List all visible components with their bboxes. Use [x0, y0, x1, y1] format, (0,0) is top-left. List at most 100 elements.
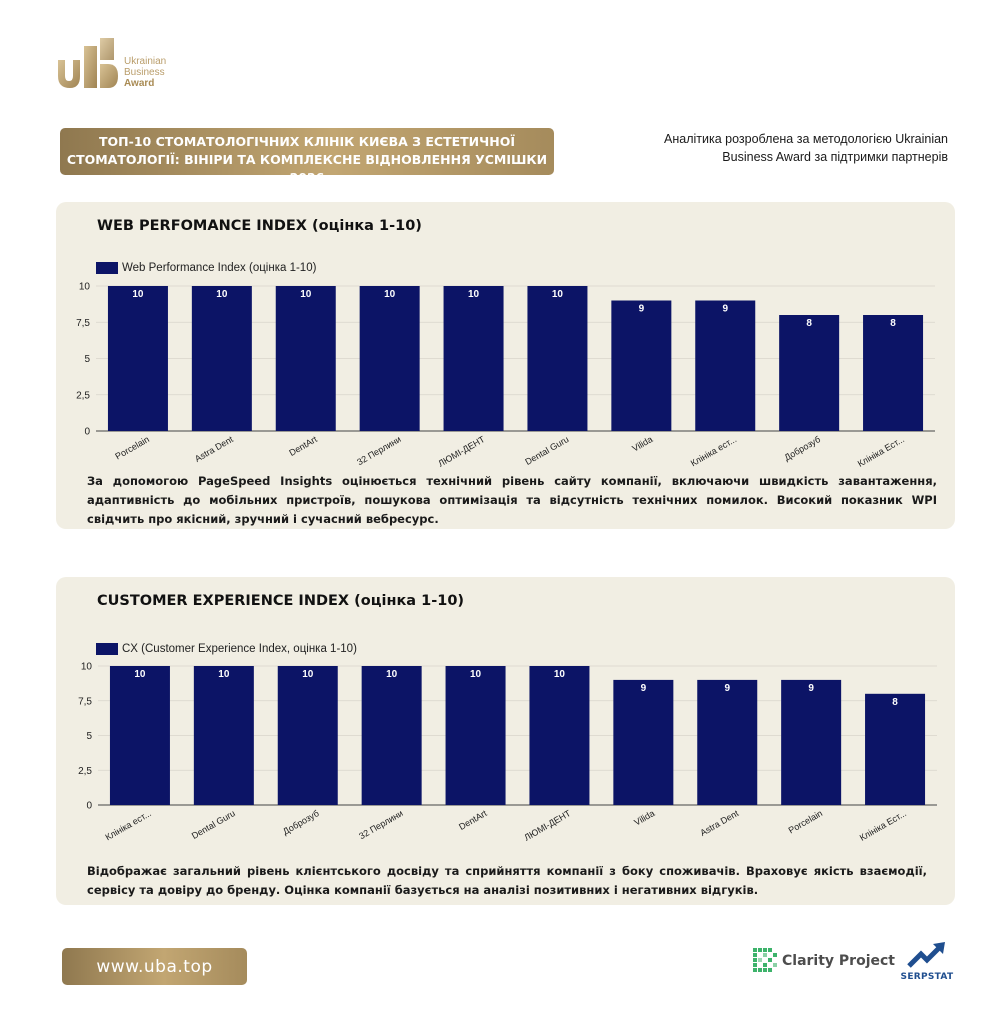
wpi-x-tick-label: Доброзуб — [782, 434, 822, 463]
wpi-bar — [275, 286, 336, 431]
serpstat-logo: SERPSTAT — [896, 940, 958, 984]
cx-bar — [781, 679, 842, 805]
clarity-project-icon — [753, 948, 777, 972]
wpi-x-tick-label: DentArt — [287, 434, 319, 458]
cx-bar-value-label: 10 — [302, 669, 314, 680]
wpi-y-tick-label: 10 — [79, 282, 91, 293]
cx-bar-chart: 0 2,5 5 7,5 10 10 Клініка ест... 10 Dental Guru 1… — [78, 662, 937, 843]
wpi-bar-value-label: 9 — [639, 304, 645, 315]
wpi-bar — [359, 286, 420, 431]
logo-line-1: Ukrainian — [124, 56, 167, 67]
wpi-bar-chart: 0 2,5 5 7,5 10 10 Porcelain 10 Astra Dent 10 DentA… — [76, 282, 935, 469]
cx-x-tick-label: Vilida — [632, 808, 656, 828]
cx-y-tick-label: 5 — [86, 731, 92, 742]
page-title-line-2: СТОМАТОЛОГІЇ: ВІНІРИ ТА КОМПЛЕКСНЕ ВІДНО… — [66, 152, 548, 185]
cx-bar — [613, 679, 674, 805]
wpi-x-tick-label: 32 Перлини — [355, 434, 402, 467]
cx-legend: CX (Customer Experience Index, оцінка 1-… — [96, 643, 357, 655]
cx-x-tick-label: Клініка ест... — [104, 808, 153, 842]
cx-legend-label: CX (Customer Experience Index, оцінка 1-… — [122, 643, 357, 655]
cx-x-tick-label: DentArt — [457, 808, 489, 832]
cx-x-tick-label: 32 Перлини — [357, 808, 404, 841]
serpstat-chart-icon — [907, 942, 945, 968]
methodology-note-line-1: Аналітика розроблена за методологією Ukr… — [664, 132, 948, 146]
serpstat-label: SERPSTAT — [900, 972, 954, 982]
website-link[interactable]: www.uba.top — [62, 948, 247, 985]
clarity-project-logo: Clarity Project — [753, 948, 895, 974]
wpi-legend-label: Web Performance Index (оцінка 1-10) — [122, 262, 317, 274]
cx-bar — [109, 666, 170, 805]
cx-x-tick-label: Porcelain — [787, 808, 825, 835]
wpi-x-tick-label: Astra Dent — [193, 434, 235, 464]
cx-bar — [193, 666, 254, 805]
wpi-bar — [107, 286, 168, 431]
wpi-y-tick-label: 5 — [84, 354, 90, 365]
logo-line-2: Business — [124, 67, 165, 78]
cx-legend-swatch — [96, 643, 118, 655]
cx-bar-value-label: 9 — [808, 683, 814, 694]
cx-bar-value-label: 9 — [641, 683, 647, 694]
wpi-legend-swatch — [96, 262, 118, 274]
wpi-bar-value-label: 9 — [722, 304, 728, 315]
methodology-note: Аналітика розроблена за методологією Ukr… — [628, 130, 948, 166]
cx-bar-value-label: 10 — [218, 669, 230, 680]
wpi-bar — [527, 286, 588, 431]
page-title-line-1: ТОП-10 СТОМАТОЛОГІЧНИХ КЛІНІК КИЄВА З ЕС… — [99, 134, 515, 149]
wpi-x-tick-label: ЛЮМІ-ДЕНТ — [436, 434, 487, 469]
wpi-bar — [611, 300, 672, 431]
wpi-panel: WEB PERFOMANCE INDEX (оцінка 1-10) Web P… — [56, 202, 955, 529]
cx-x-tick-label: Доброзуб — [281, 808, 321, 837]
cx-bar — [697, 679, 758, 805]
cx-bar — [445, 666, 506, 805]
methodology-note-line-2: Business Award за підтримки партнерів — [722, 150, 948, 164]
cx-x-tick-label: ЛЮМІ-ДЕНТ — [522, 808, 573, 843]
wpi-bar — [191, 286, 252, 431]
cx-y-tick-label: 2,5 — [78, 766, 92, 777]
wpi-x-tick-label: Клініка Ест... — [856, 434, 906, 469]
logo-line-3: Award — [124, 78, 155, 89]
wpi-legend: Web Performance Index (оцінка 1-10) — [96, 262, 316, 274]
wpi-description: За допомогою PageSpeed Insights оцінюєть… — [87, 474, 937, 526]
cx-y-tick-label: 0 — [86, 801, 92, 812]
ukrainian-business-award-logo-icon — [58, 38, 118, 88]
cx-bar-value-label: 8 — [892, 697, 898, 708]
wpi-bar — [779, 315, 840, 431]
cx-bar-value-label: 10 — [554, 669, 566, 680]
cx-x-tick-label: Клініка Ест... — [858, 808, 908, 843]
cx-bar-value-label: 9 — [724, 683, 730, 694]
cx-bar — [865, 693, 926, 805]
wpi-bar-value-label: 10 — [132, 289, 144, 300]
wpi-x-tick-label: Dental Guru — [523, 434, 570, 467]
wpi-x-tick-label: Porcelain — [113, 434, 151, 461]
wpi-x-tick-label: Клініка ест... — [689, 434, 738, 468]
wpi-bar-value-label: 8 — [806, 318, 812, 329]
wpi-bar-value-label: 10 — [468, 289, 480, 300]
cx-x-tick-label: Dental Guru — [190, 808, 237, 841]
wpi-bar — [695, 300, 756, 431]
cx-chart-title: CUSTOMER EXPERIENCE INDEX (оцінка 1-10) — [97, 593, 465, 609]
cx-bar — [361, 666, 422, 805]
wpi-x-tick-label: Vilida — [630, 434, 654, 454]
logo-wordmark: Ukrainian Business Award — [124, 56, 166, 89]
wpi-bar-value-label: 10 — [300, 289, 312, 300]
cx-bar-value-label: 10 — [470, 669, 482, 680]
cx-bar — [277, 666, 338, 805]
wpi-y-tick-label: 2,5 — [76, 390, 90, 401]
clarity-project-label: Clarity Project — [782, 953, 895, 969]
cx-bar-value-label: 10 — [386, 669, 398, 680]
cx-panel: CUSTOMER EXPERIENCE INDEX (оцінка 1-10) … — [56, 577, 955, 905]
cx-x-tick-label: Astra Dent — [698, 808, 740, 838]
cx-y-tick-label: 7,5 — [78, 696, 92, 707]
cx-bar — [529, 666, 590, 805]
wpi-y-tick-label: 7,5 — [76, 318, 90, 329]
wpi-bar-value-label: 10 — [216, 289, 228, 300]
wpi-chart-title: WEB PERFOMANCE INDEX (оцінка 1-10) — [97, 218, 422, 234]
wpi-y-tick-label: 0 — [84, 427, 90, 438]
cx-description: Відображає загальний рівень клієнтського… — [87, 864, 927, 897]
cx-bar-value-label: 10 — [134, 669, 146, 680]
page-title-banner: ТОП-10 СТОМАТОЛОГІЧНИХ КЛІНІК КИЄВА З ЕС… — [60, 128, 554, 185]
wpi-bar — [863, 315, 924, 431]
wpi-bar — [443, 286, 504, 431]
cx-y-tick-label: 10 — [81, 662, 93, 673]
wpi-bar-value-label: 10 — [384, 289, 396, 300]
